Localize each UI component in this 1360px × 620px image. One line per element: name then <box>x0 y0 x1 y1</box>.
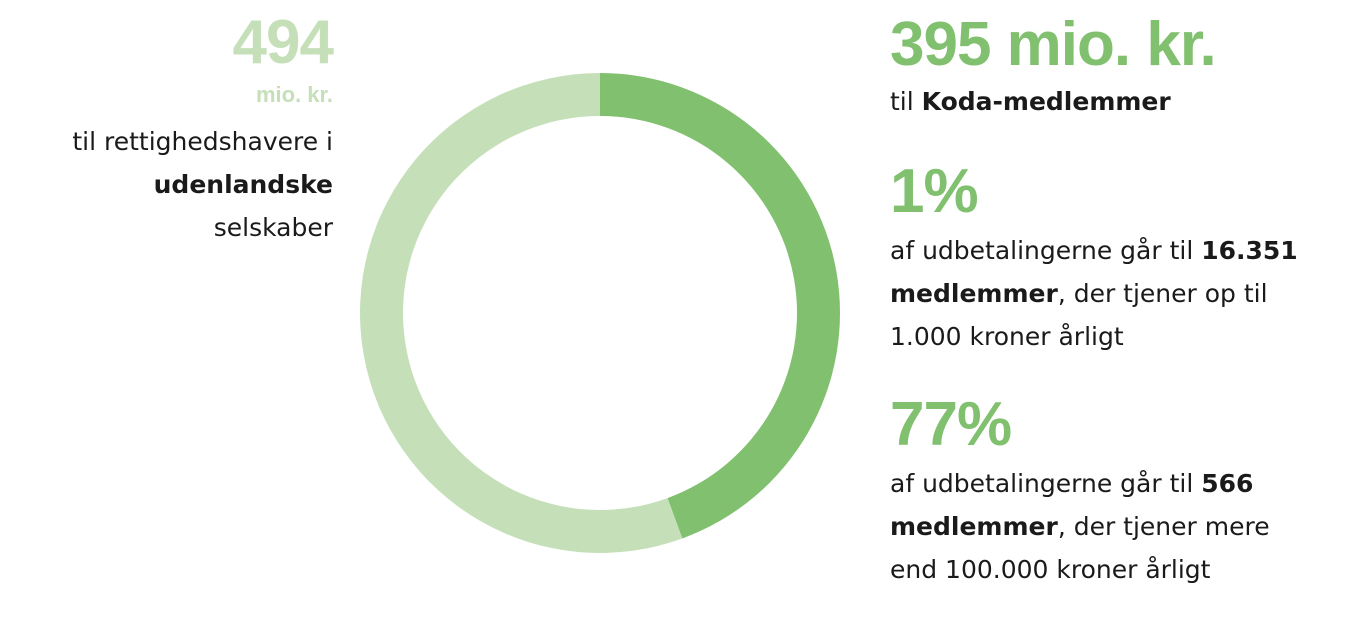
text-line: udenlandske <box>72 163 333 206</box>
left-annotation: 494 mio. kr. til rettighedshavere i udenl… <box>72 8 334 249</box>
bold-text: udenlandske <box>153 170 333 199</box>
text: selskaber <box>213 213 333 242</box>
text-line: til Koda-medlemmer <box>890 80 1298 123</box>
text-line: selskaber <box>72 206 333 249</box>
segment-value-label: 494 <box>232 8 334 77</box>
donut-segment <box>359 73 683 553</box>
text: end 100.000 kroner årligt <box>890 555 1211 584</box>
facts: 1% af udbetalingerne går til 16.351 medlem… <box>890 161 1298 591</box>
bold-text: Koda-medlemmer <box>921 87 1171 116</box>
bold-text: 16.351 <box>1201 236 1298 265</box>
text-line: end 100.000 kroner årligt <box>890 548 1298 591</box>
text: , der tjener mere <box>1057 512 1270 541</box>
fact: 77% af udbetalingerne går til 566 medlemme… <box>890 394 1298 591</box>
bold-text: medlemmer <box>890 279 1058 308</box>
donut-segment <box>600 73 840 539</box>
text-line: 1.000 kroner årligt <box>890 315 1298 358</box>
unit-label: mio. kr. <box>255 82 333 107</box>
fact-label: 77% <box>890 390 1012 459</box>
text: til <box>890 87 922 116</box>
text: , der tjener op til <box>1057 279 1268 308</box>
text: til rettighedshavere i <box>72 127 333 156</box>
bold-text: medlemmer <box>890 512 1058 541</box>
text-line: medlemmer, der tjener op til <box>890 272 1298 315</box>
segment-note: til Koda-medlemmer <box>890 80 1298 123</box>
fact: 1% af udbetalingerne går til 16.351 medlem… <box>890 161 1298 358</box>
bold-text: 566 <box>1201 469 1254 498</box>
right-annotation: 395 mio. kr. til Koda-medlemmer 1% af udb… <box>890 14 1298 591</box>
text: af udbetalingerne går til <box>890 236 1202 265</box>
text-line: af udbetalingerne går til 566 <box>890 462 1298 505</box>
text: 1.000 kroner årligt <box>890 322 1124 351</box>
segment-value-label: 395 mio. kr. <box>890 10 1217 79</box>
segment-note: til rettighedshavere i udenlandske selskab… <box>72 120 333 249</box>
text-line: medlemmer, der tjener mere <box>890 505 1298 548</box>
text: af udbetalingerne går til <box>890 469 1202 498</box>
text-line: af udbetalingerne går til 16.351 <box>890 229 1298 272</box>
text-line: til rettighedshavere i <box>72 120 333 163</box>
fact-label: 1% <box>890 157 979 226</box>
